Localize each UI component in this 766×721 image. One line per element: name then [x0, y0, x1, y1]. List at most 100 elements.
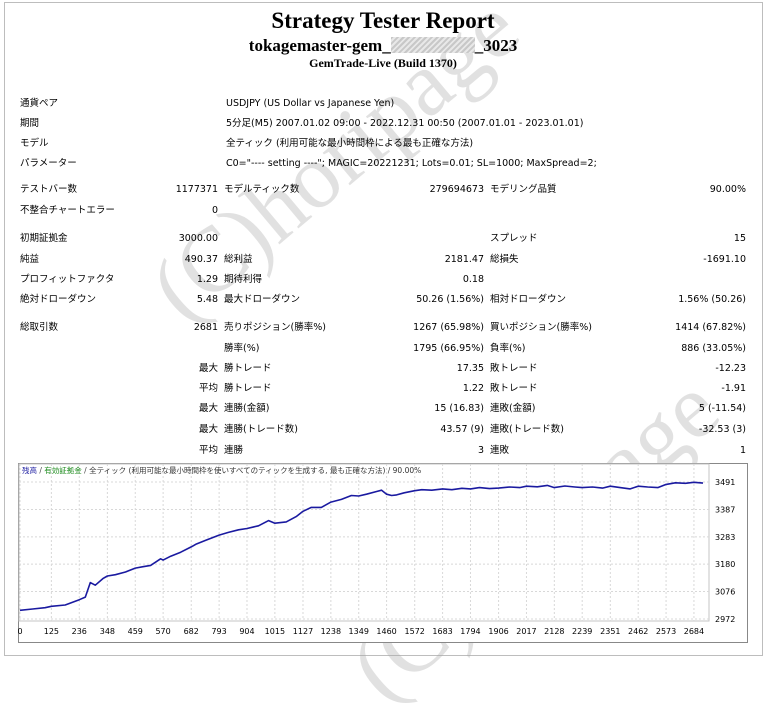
plot-area	[18, 463, 710, 622]
max-word-2: 最大	[198, 403, 218, 414]
balance-chart: 残高 / 有効証拠金 / 全ティック (利用可能な最小時間枠を使いすべてのティッ…	[18, 463, 748, 643]
params-label: パラメーター	[20, 158, 77, 169]
max-dd-label: 最大ドローダウン	[224, 294, 301, 305]
expected-value: 0.18	[462, 274, 484, 285]
spread-label: スプレッド	[490, 233, 538, 244]
cons-win-amt-label: 連勝(金額)	[224, 403, 270, 414]
win-label: 勝率(%)	[224, 343, 260, 354]
long-label: 買いポジション(勝率%)	[490, 322, 592, 333]
net-label: 純益	[20, 254, 40, 265]
subtitle-prefix: tokagemaster-gem_	[248, 36, 391, 55]
avg-word-2: 平均	[198, 445, 218, 456]
max-win-value: 17.35	[456, 363, 484, 374]
avg-win-label: 勝トレード	[224, 383, 272, 394]
deposit-label: 初期証拠金	[20, 233, 68, 244]
pair-label: 通貨ペア	[20, 98, 59, 109]
rel-dd-label: 相対ドローダウン	[490, 294, 567, 305]
avg-cons-win-value: 3	[477, 445, 484, 456]
x-tick-label: 2684	[684, 627, 704, 636]
x-tick-label: 1572	[405, 627, 425, 636]
report-title: Strategy Tester Report	[271, 8, 495, 33]
short-value: 1267 (65.98%)	[413, 322, 484, 333]
x-tick-label: 1794	[460, 627, 480, 636]
abs-dd-value: 5.48	[196, 294, 218, 305]
x-tick-label: 904	[239, 627, 254, 636]
x-axis: 0 125 236 348 459 570 682 793 904 1015 1127 1238 134…	[18, 627, 704, 636]
ticks-value: 279694673	[429, 184, 484, 195]
x-tick-label: 1238	[321, 627, 341, 636]
model-value: 全ティック (利用可能な最小時間枠による最も正確な方法)	[226, 138, 474, 149]
x-tick-label: 2462	[628, 627, 648, 636]
model-label: モデル	[20, 138, 49, 149]
ticks-label: モデルティック数	[224, 184, 300, 195]
x-tick-label: 2017	[516, 627, 536, 636]
y-tick-label: 3076	[715, 588, 735, 597]
avg-word: 平均	[198, 383, 218, 394]
avg-cons-loss-label: 連敗	[490, 445, 510, 456]
legend-rest: 全ティック (利用可能な最小時間枠を使いすべてのティックを生成する, 最も正確な…	[89, 465, 421, 475]
x-tick-label: 570	[155, 627, 170, 636]
avg-loss-value: -1.91	[721, 383, 746, 394]
x-tick-label: 2573	[656, 627, 676, 636]
subtitle-suffix: _3023	[474, 36, 518, 55]
cons-win-cnt-label: 連勝(トレード数)	[224, 424, 298, 435]
x-tick-label: 1349	[349, 627, 369, 636]
x-tick-label: 348	[100, 627, 115, 636]
legend-equity: 有効証拠金	[44, 465, 82, 475]
legend-sep-1: /	[37, 466, 44, 475]
bars-label: テストバー数	[20, 184, 78, 195]
x-tick-label: 793	[211, 627, 226, 636]
win-value: 1795 (66.95%)	[413, 343, 484, 354]
pf-value: 1.29	[196, 274, 218, 285]
build-info: GemTrade-Live (Build 1370)	[309, 56, 457, 70]
y-tick-label: 2972	[715, 615, 735, 624]
period-label: 期間	[20, 118, 40, 129]
x-tick-label: 1127	[293, 627, 313, 636]
gross-loss-value: -1691.10	[703, 254, 746, 265]
loss-label: 負率(%)	[490, 343, 526, 354]
quality-value: 90.00%	[709, 184, 746, 195]
avg-win-value: 1.22	[462, 383, 484, 394]
abs-dd-label: 絶対ドローダウン	[20, 294, 97, 305]
cons-loss-amt-value: 5 (-11.54)	[698, 403, 746, 414]
pf-label: プロフィットファクタ	[20, 274, 115, 285]
max-loss-label: 敗トレード	[490, 363, 538, 374]
y-tick-label: 3387	[715, 505, 735, 514]
x-tick-label: 2239	[572, 627, 592, 636]
grid	[19, 464, 709, 621]
trades-label: 総取引数	[20, 322, 59, 333]
gross-loss-label: 総損失	[490, 254, 519, 265]
loss-value: 886 (33.05%)	[681, 343, 746, 354]
max-loss-value: -12.23	[715, 363, 746, 374]
x-tick-label: 682	[184, 627, 199, 636]
balance-line	[19, 481, 704, 612]
chart-legend: 残高 / 有効証拠金 / 全ティック (利用可能な最小時間枠を使いすべてのティッ…	[22, 465, 421, 475]
avg-cons-win-label: 連勝	[224, 445, 244, 456]
x-tick-label: 1460	[376, 627, 396, 636]
long-value: 1414 (67.82%)	[675, 322, 746, 333]
spread-value: 15	[733, 233, 746, 244]
gross-profit-value: 2181.47	[444, 254, 484, 265]
max-word: 最大	[198, 363, 218, 374]
deposit-value: 3000.00	[178, 233, 218, 244]
redacted-mask	[390, 37, 475, 53]
trades-value: 2681	[193, 322, 218, 333]
x-tick-label: 236	[72, 627, 87, 636]
bars-value: 1177371	[175, 184, 218, 195]
y-tick-label: 3180	[715, 560, 735, 569]
cons-win-cnt-value: 43.57 (9)	[440, 424, 484, 435]
x-tick-label: 2351	[600, 627, 620, 636]
max-win-label: 勝トレード	[224, 363, 272, 374]
report-subtitle: tokagemaster-gem_ _3023	[0, 36, 766, 56]
gross-profit-label: 総利益	[224, 254, 253, 265]
rel-dd-value: 1.56% (50.26)	[678, 294, 746, 305]
x-tick-label: 459	[128, 627, 143, 636]
x-tick-label: 1683	[432, 627, 452, 636]
expected-label: 期待利得	[224, 274, 263, 285]
legend-balance: 残高	[22, 465, 37, 475]
x-tick-label: 0	[18, 627, 23, 636]
avg-loss-label: 敗トレード	[490, 383, 538, 394]
legend-sep-2: /	[82, 466, 89, 475]
y-axis: 3491 3387 3283 3180 3076 2972	[715, 478, 735, 624]
max-dd-value: 50.26 (1.56%)	[416, 294, 484, 305]
